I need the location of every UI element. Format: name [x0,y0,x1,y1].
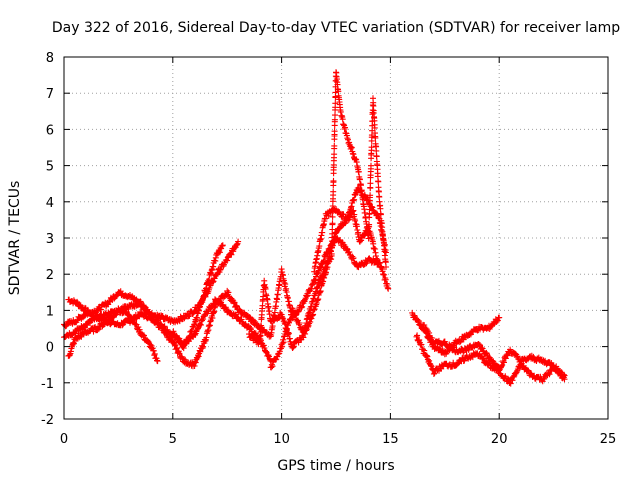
y-tick-label: -1 [41,377,54,392]
y-tick-label: 8 [46,51,54,66]
axis-layer: 0 5 10 15 20 25 -2 -1 0 1 2 3 4 5 6 7 8 [41,51,616,447]
y-tick-label: 6 [46,123,54,138]
x-tick-label: 15 [382,432,399,447]
y-tick-label: 4 [46,196,54,211]
y-axis-label: SDTVAR / TECUs [7,181,23,296]
x-axis-label: GPS time / hours [277,458,394,474]
series-track-5 [169,242,226,352]
x-tick-label: 0 [60,432,68,447]
x-tick-label: 25 [600,432,617,447]
x-tick-label: 5 [169,432,177,447]
x-tick-label: 10 [273,432,290,447]
y-tick-label: 5 [46,160,54,175]
y-tick-label: 3 [46,232,54,247]
series-track-9 [311,205,381,275]
series-track-7 [256,234,392,340]
y-tick-label: 7 [46,87,54,102]
series-layer [61,69,568,387]
series-track-4 [65,287,263,370]
series-track-12 [420,321,568,383]
y-tick-label: -2 [41,413,54,428]
y-tick-label: 1 [46,304,54,319]
x-tick-label: 20 [491,432,508,447]
y-tick-label: 2 [46,268,54,283]
chart-title: Day 322 of 2016, Sidereal Day-to-day VTE… [52,20,620,36]
plot-frame [63,56,609,420]
series-track-8 [267,69,389,371]
y-tick-label: 0 [46,341,54,356]
